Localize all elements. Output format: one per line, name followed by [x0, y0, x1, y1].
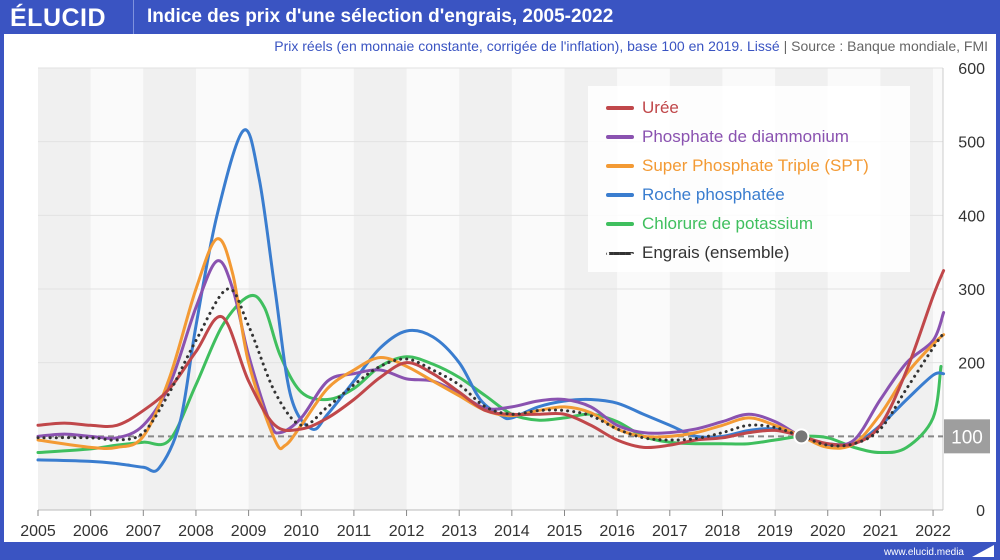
x-tick-label: 2010: [283, 523, 319, 540]
subtitle-separator: |: [779, 38, 792, 54]
x-tick-label: 2012: [389, 523, 425, 540]
legend-label: Chlorure de potassium: [642, 214, 814, 233]
y-tick-label: 300: [958, 282, 985, 299]
elucid-logo: ÉLUCID: [10, 4, 107, 32]
base-year-marker: [793, 428, 810, 445]
x-tick-label: 2020: [810, 523, 846, 540]
legend-swatch: [606, 222, 634, 226]
x-tick-label: 2007: [126, 523, 162, 540]
x-tick-label: 2017: [652, 523, 688, 540]
y-tick-label: 500: [958, 135, 985, 152]
legend-item[interactable]: Engrais (ensemble): [606, 239, 789, 267]
legend-label: Roche phosphatée: [642, 185, 785, 204]
elucid-flag-icon: [972, 545, 994, 557]
y-tick-label: 0: [976, 503, 985, 520]
legend-label: Phosphate de diammonium: [642, 127, 849, 146]
x-tick-label: 2016: [599, 523, 635, 540]
legend-item[interactable]: Roche phosphatée: [606, 181, 785, 209]
legend-item[interactable]: Phosphate de diammonium: [606, 123, 849, 151]
legend-swatch: [606, 135, 634, 139]
chart-subtitle: Prix réels (en monnaie constante, corrig…: [274, 38, 988, 54]
legend-swatch: [606, 106, 634, 110]
x-tick-label: 2022: [915, 523, 951, 540]
x-tick-label: 2015: [547, 523, 583, 540]
legend-label: Super Phosphate Triple (SPT): [642, 156, 869, 175]
x-tick-label: 2019: [757, 523, 793, 540]
x-tick-label: 2008: [178, 523, 214, 540]
x-tick-label: 2014: [494, 523, 530, 540]
x-tick-label: 2006: [73, 523, 109, 540]
x-tick-label: 2013: [441, 523, 477, 540]
legend-swatch: [606, 193, 634, 197]
legend-label: Engrais (ensemble): [642, 243, 790, 262]
x-tick-label: 2021: [863, 523, 899, 540]
chart-legend: Urée Phosphate de diammonium Super Phospha…: [588, 86, 910, 272]
legend-swatch: [606, 251, 634, 255]
chart-title: Indice des prix d'une sélection d'engrai…: [147, 6, 614, 27]
y-tick-label: 400: [958, 208, 985, 225]
y-tick-label: 600: [958, 61, 985, 78]
x-tick-label: 2018: [705, 523, 741, 540]
header: ÉLUCID Indice des prix d'une sélection d…: [0, 0, 1000, 34]
footer-url[interactable]: www.elucid.media: [883, 547, 964, 558]
legend-item[interactable]: Super Phosphate Triple (SPT): [606, 152, 869, 180]
reference-label: 100: [951, 427, 983, 448]
subtitle-text: Prix réels (en monnaie constante, corrig…: [274, 38, 780, 54]
legend-item[interactable]: Urée: [606, 94, 679, 122]
reference-badge: [944, 419, 990, 454]
x-tick-label: 2011: [337, 523, 372, 540]
legend-label: Urée: [642, 98, 679, 117]
source-text: Source : Banque mondiale, FMI: [791, 38, 988, 54]
legend-swatch: [606, 164, 634, 168]
x-tick-label: 2005: [20, 523, 56, 540]
header-divider: [133, 0, 134, 34]
y-tick-label: 200: [958, 356, 985, 373]
legend-item[interactable]: Chlorure de potassium: [606, 210, 813, 238]
x-tick-label: 2009: [231, 523, 267, 540]
